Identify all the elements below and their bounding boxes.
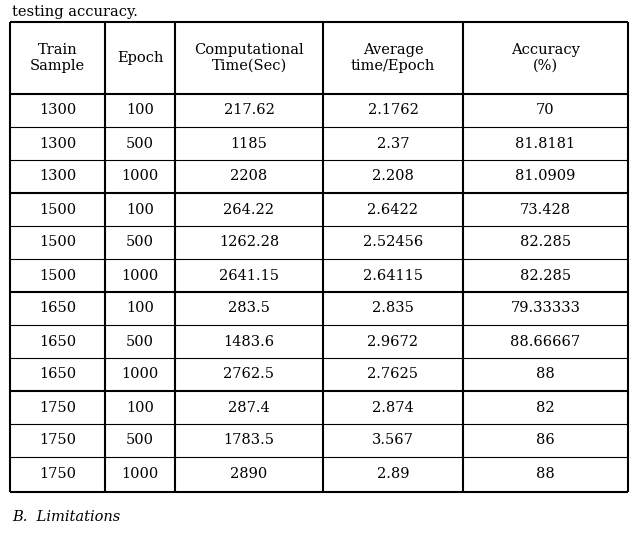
Text: 2.37: 2.37 xyxy=(377,137,409,151)
Text: 73.428: 73.428 xyxy=(520,202,571,216)
Text: 1500: 1500 xyxy=(39,236,76,250)
Text: 2890: 2890 xyxy=(230,468,268,482)
Text: 2.7625: 2.7625 xyxy=(367,367,419,381)
Text: 1300: 1300 xyxy=(39,137,76,151)
Text: 2.1762: 2.1762 xyxy=(367,103,419,117)
Text: 81.0909: 81.0909 xyxy=(515,169,576,183)
Text: B.  Limitations: B. Limitations xyxy=(12,510,120,524)
Text: 1262.28: 1262.28 xyxy=(219,236,279,250)
Text: 3.567: 3.567 xyxy=(372,434,414,448)
Text: 1000: 1000 xyxy=(122,468,159,482)
Text: 70: 70 xyxy=(536,103,555,117)
Text: 1300: 1300 xyxy=(39,103,76,117)
Text: 217.62: 217.62 xyxy=(223,103,275,117)
Text: 1300: 1300 xyxy=(39,169,76,183)
Text: 2762.5: 2762.5 xyxy=(223,367,275,381)
Text: 2.52456: 2.52456 xyxy=(363,236,423,250)
Text: 100: 100 xyxy=(126,202,154,216)
Text: 88: 88 xyxy=(536,367,555,381)
Text: 88.66667: 88.66667 xyxy=(511,335,580,349)
Text: 2208: 2208 xyxy=(230,169,268,183)
Text: 1000: 1000 xyxy=(122,367,159,381)
Text: 1500: 1500 xyxy=(39,268,76,282)
Text: Average
time/Epoch: Average time/Epoch xyxy=(351,43,435,73)
Text: Epoch: Epoch xyxy=(116,51,163,65)
Text: 264.22: 264.22 xyxy=(223,202,275,216)
Text: 2.9672: 2.9672 xyxy=(367,335,419,349)
Text: 100: 100 xyxy=(126,103,154,117)
Text: 500: 500 xyxy=(126,137,154,151)
Text: 1000: 1000 xyxy=(122,169,159,183)
Text: 500: 500 xyxy=(126,434,154,448)
Text: 1783.5: 1783.5 xyxy=(223,434,275,448)
Text: 500: 500 xyxy=(126,236,154,250)
Text: 79.33333: 79.33333 xyxy=(511,301,580,315)
Text: 1483.6: 1483.6 xyxy=(223,335,275,349)
Text: 100: 100 xyxy=(126,301,154,315)
Text: 100: 100 xyxy=(126,400,154,414)
Text: 283.5: 283.5 xyxy=(228,301,270,315)
Text: 1650: 1650 xyxy=(39,301,76,315)
Text: 2.64115: 2.64115 xyxy=(363,268,423,282)
Text: 2.874: 2.874 xyxy=(372,400,414,414)
Text: 1750: 1750 xyxy=(39,400,76,414)
Text: 82: 82 xyxy=(536,400,555,414)
Text: 88: 88 xyxy=(536,468,555,482)
Text: 1650: 1650 xyxy=(39,367,76,381)
Text: 2.835: 2.835 xyxy=(372,301,414,315)
Text: 1750: 1750 xyxy=(39,468,76,482)
Text: testing accuracy.: testing accuracy. xyxy=(12,5,138,19)
Text: 287.4: 287.4 xyxy=(228,400,270,414)
Text: 81.8181: 81.8181 xyxy=(515,137,575,151)
Text: Accuracy
(%): Accuracy (%) xyxy=(511,43,580,73)
Text: 1185: 1185 xyxy=(230,137,268,151)
Text: 82.285: 82.285 xyxy=(520,268,571,282)
Text: 86: 86 xyxy=(536,434,555,448)
Text: 2.208: 2.208 xyxy=(372,169,414,183)
Text: 1500: 1500 xyxy=(39,202,76,216)
Text: 500: 500 xyxy=(126,335,154,349)
Text: Train
Sample: Train Sample xyxy=(30,43,85,73)
Text: 1750: 1750 xyxy=(39,434,76,448)
Text: Computational
Time(Sec): Computational Time(Sec) xyxy=(194,43,304,73)
Text: 2.6422: 2.6422 xyxy=(367,202,419,216)
Text: 2.89: 2.89 xyxy=(377,468,409,482)
Text: 1650: 1650 xyxy=(39,335,76,349)
Text: 1000: 1000 xyxy=(122,268,159,282)
Text: 2641.15: 2641.15 xyxy=(219,268,279,282)
Text: 82.285: 82.285 xyxy=(520,236,571,250)
